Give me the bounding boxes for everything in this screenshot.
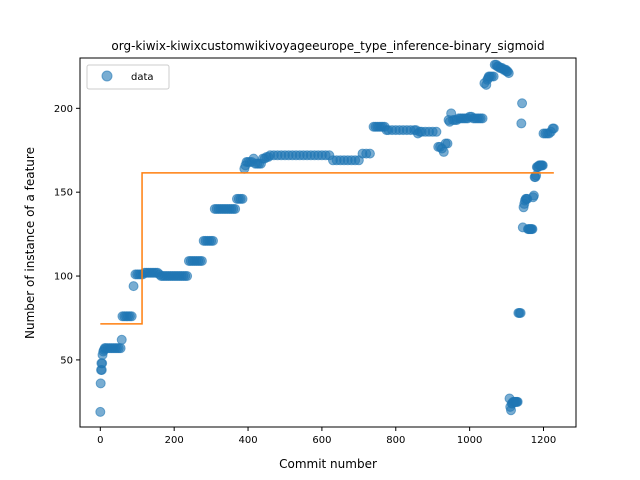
data-point-26: [128, 281, 139, 292]
x-tick-label-600: 600: [312, 435, 331, 446]
data-point-251: [548, 123, 559, 134]
data-point-81: [230, 203, 241, 214]
y-tick-label-50: 50: [60, 355, 73, 366]
plot-area: [95, 59, 559, 417]
x-axis: 0 200 400 600 800 1000 1200: [97, 427, 556, 446]
data-point-186: [488, 71, 499, 82]
x-tick-label-1200: 1200: [531, 435, 556, 446]
data-point-215: [516, 118, 527, 129]
y-axis: 50 100 150 200: [54, 104, 80, 366]
legend-label-data: data: [131, 72, 154, 83]
chart-title: org-kiwix-kiwixcustomwikivoyageeurope_ty…: [111, 39, 544, 53]
data-point-158: [442, 138, 453, 149]
x-axis-label: Commit number: [279, 457, 377, 471]
data-point-128: [364, 148, 375, 159]
data-point-152: [431, 126, 442, 137]
data-point-156: [438, 146, 449, 157]
data-point-85: [237, 193, 248, 204]
data-point-19: [116, 334, 127, 345]
data-point-5: [97, 358, 108, 369]
legend: data: [86, 64, 170, 90]
data-point-211: [512, 396, 523, 407]
x-tick-label-800: 800: [386, 435, 405, 446]
data-point-63: [196, 255, 207, 266]
data-point-244: [537, 160, 548, 171]
plot-frame: [79, 57, 577, 428]
y-tick-label-200: 200: [54, 104, 73, 115]
data-point-214: [515, 307, 526, 318]
data-point-178: [477, 113, 488, 124]
y-tick-label-100: 100: [54, 272, 73, 283]
x-tick-label-0: 0: [97, 435, 103, 446]
y-axis-label: Number of instance of a feature: [23, 147, 37, 339]
legend-marker-data: [101, 70, 113, 82]
data-point-216: [517, 98, 528, 109]
data-point-55: [182, 271, 193, 282]
data-point-1: [95, 378, 106, 389]
data-point-18: [115, 343, 126, 354]
y-tick-label-150: 150: [54, 188, 73, 199]
data-point-230: [527, 224, 538, 235]
data-point-0: [95, 406, 106, 417]
legend-box: [86, 64, 170, 90]
data-point-69: [207, 235, 218, 246]
x-tick-label-1000: 1000: [457, 435, 482, 446]
data-point-232: [528, 190, 539, 201]
x-tick-label-400: 400: [238, 435, 257, 446]
data-point-199: [503, 68, 514, 79]
x-tick-label-200: 200: [165, 435, 184, 446]
fit-line: [100, 172, 554, 325]
data-point-25: [126, 311, 137, 322]
